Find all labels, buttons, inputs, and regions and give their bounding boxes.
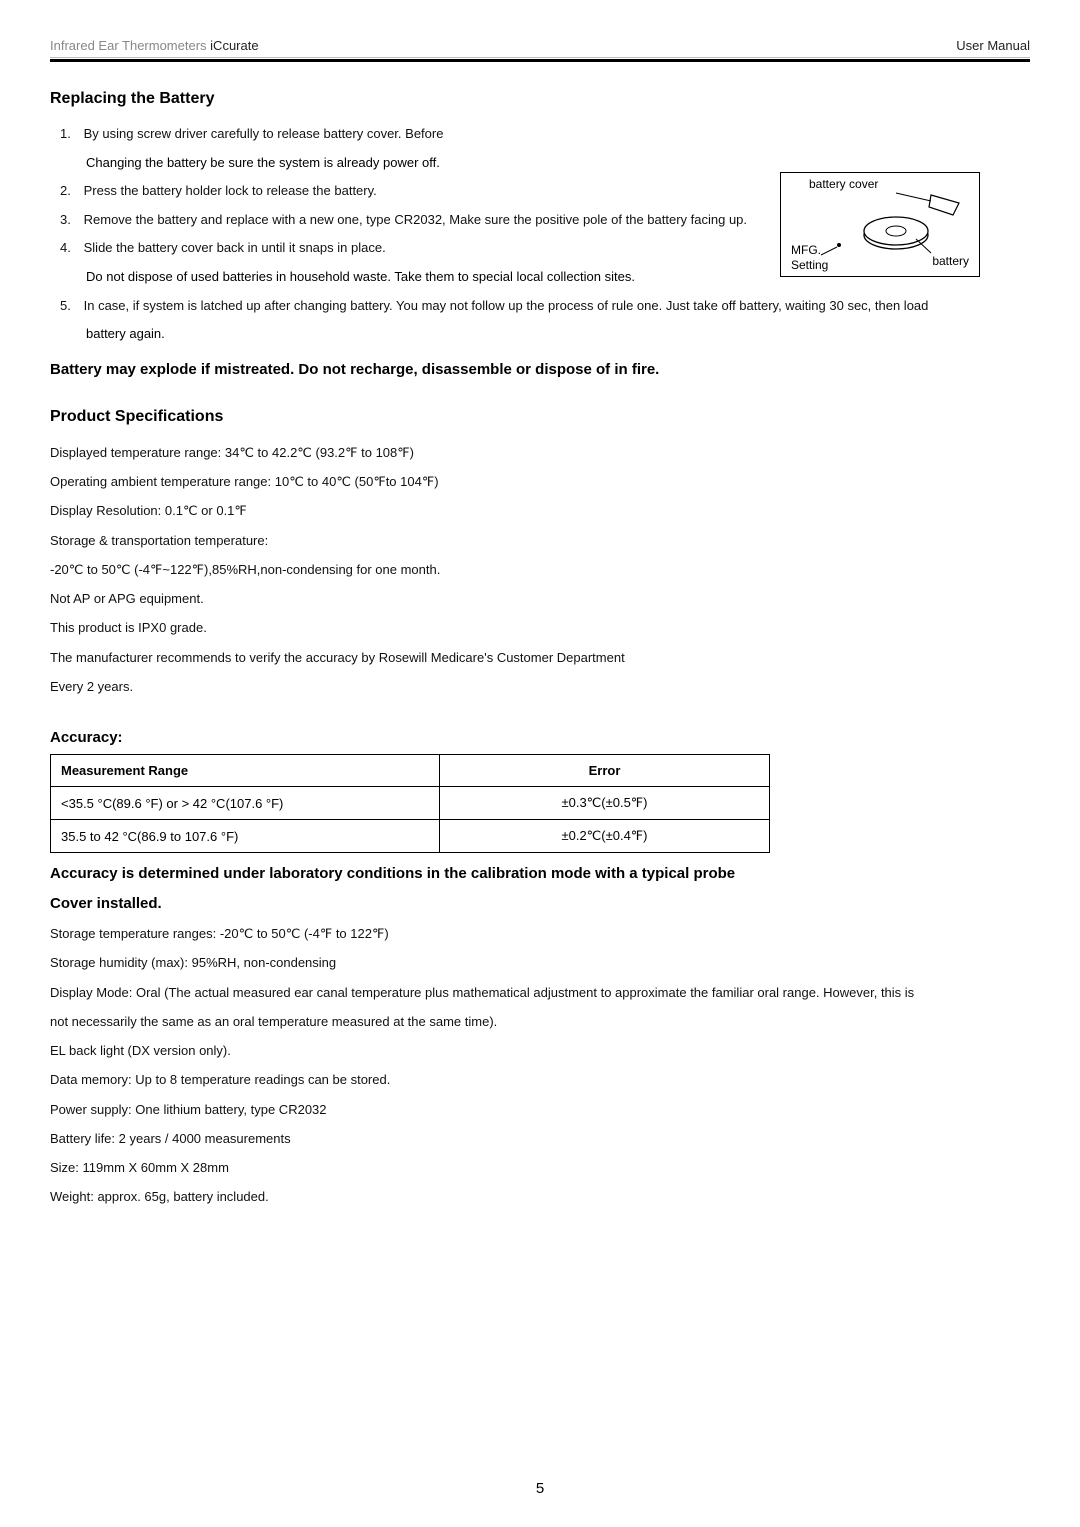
spec-line: Size: 119mm X 60mm X 28mm: [50, 1153, 1030, 1182]
spec-line: Power supply: One lithium battery, type …: [50, 1095, 1030, 1124]
header-left: Infrared Ear Thermometers iCcurate: [50, 38, 259, 53]
header-rule-thick: [50, 59, 1030, 62]
col-measurement-range: Measurement Range: [51, 755, 440, 787]
step-1: 1. By using screw driver carefully to re…: [50, 120, 1030, 149]
spec-line: Display Resolution: 0.1℃ or 0.1℉: [50, 496, 1030, 525]
diagram-svg: [781, 173, 981, 278]
col-error: Error: [440, 755, 770, 787]
page-header: Infrared Ear Thermometers iCcurate User …: [50, 38, 1030, 57]
spec-line: Every 2 years.: [50, 672, 1030, 701]
section-title-specs: Product Specifications: [50, 408, 1030, 426]
section-title-accuracy: Accuracy:: [50, 729, 1030, 746]
spec-line: Storage temperature ranges: -20℃ to 50℃ …: [50, 919, 1030, 948]
battery-warning: Battery may explode if mistreated. Do no…: [50, 361, 1030, 378]
section-title-battery: Replacing the Battery: [50, 90, 1030, 108]
cell-range: 35.5 to 42 °C(86.9 to 107.6 °F): [51, 820, 440, 853]
more-spec-lines: Storage temperature ranges: -20℃ to 50℃ …: [50, 919, 1030, 1212]
table-row: 35.5 to 42 °C(86.9 to 107.6 °F) ±0.2℃(±0…: [51, 820, 770, 853]
spec-line: Weight: approx. 65g, battery included.: [50, 1182, 1030, 1211]
accuracy-note-line1: Accuracy is determined under laboratory …: [50, 859, 1030, 889]
spec-line: Battery life: 2 years / 4000 measurement…: [50, 1124, 1030, 1153]
spec-lines: Displayed temperature range: 34℃ to 42.2…: [50, 438, 1030, 701]
spec-line: The manufacturer recommends to verify th…: [50, 643, 1030, 672]
product-line: Infrared Ear Thermometers: [50, 38, 207, 53]
spec-line: Displayed temperature range: 34℃ to 42.2…: [50, 438, 1030, 467]
table-header-row: Measurement Range Error: [51, 755, 770, 787]
page-number: 5: [0, 1480, 1080, 1497]
spec-line: Storage & transportation temperature:: [50, 526, 1030, 555]
brand-name: iCcurate: [210, 38, 258, 53]
spec-line: This product is IPX0 grade.: [50, 613, 1030, 642]
spec-line: -20℃ to 50℃ (-4℉~122℉),85%RH,non-condens…: [50, 555, 1030, 584]
spec-line: not necessarily the same as an oral temp…: [50, 1007, 1030, 1036]
spec-line: Storage humidity (max): 95%RH, non-conde…: [50, 948, 1030, 977]
spec-line: Data memory: Up to 8 temperature reading…: [50, 1065, 1030, 1094]
battery-diagram: battery cover MFG. Setting battery: [780, 172, 980, 277]
cell-range: <35.5 °C(89.6 °F) or > 42 °C(107.6 °F): [51, 787, 440, 820]
spec-line: Display Mode: Oral (The actual measured …: [50, 978, 1030, 1007]
step-5-cont: battery again.: [50, 320, 1030, 349]
spec-line: Operating ambient temperature range: 10℃…: [50, 467, 1030, 496]
header-rule-thin: [50, 57, 1030, 58]
table-row: <35.5 °C(89.6 °F) or > 42 °C(107.6 °F) ±…: [51, 787, 770, 820]
accuracy-table: Measurement Range Error <35.5 °C(89.6 °F…: [50, 754, 770, 853]
doc-type: User Manual: [956, 38, 1030, 53]
spec-line: EL back light (DX version only).: [50, 1036, 1030, 1065]
accuracy-note-line2: Cover installed.: [50, 889, 1030, 919]
step-5: 5. In case, if system is latched up afte…: [50, 292, 1030, 321]
spec-line: Not AP or APG equipment.: [50, 584, 1030, 613]
cell-error: ±0.2℃(±0.4℉): [440, 820, 770, 853]
cell-error: ±0.3℃(±0.5℉): [440, 787, 770, 820]
